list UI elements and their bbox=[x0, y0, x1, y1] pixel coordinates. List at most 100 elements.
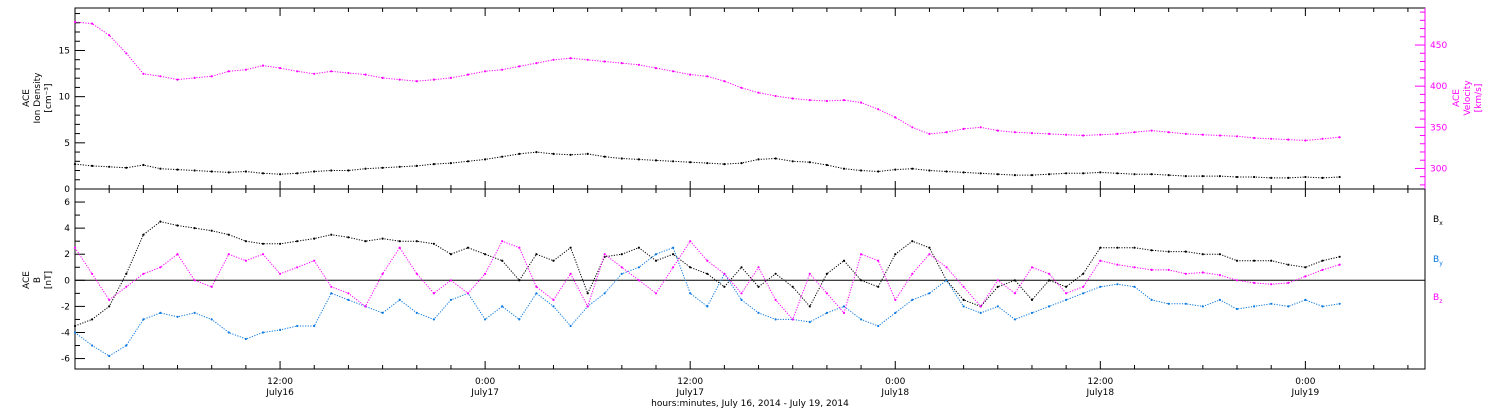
bx-point bbox=[825, 272, 829, 275]
velocity-point bbox=[1184, 132, 1187, 135]
velocity-point bbox=[210, 75, 213, 78]
bz-point bbox=[1304, 275, 1307, 278]
velocity-point bbox=[689, 73, 692, 76]
velocity-point bbox=[1030, 132, 1034, 135]
density-point bbox=[1235, 175, 1239, 179]
bz-series bbox=[73, 240, 1341, 321]
by-point bbox=[654, 253, 658, 256]
bz-point bbox=[911, 272, 914, 275]
bz-point bbox=[227, 253, 230, 256]
bx-point bbox=[381, 237, 384, 240]
by-point bbox=[1321, 305, 1324, 308]
velocity-axis-label-line3: [km/s] bbox=[1474, 84, 1484, 113]
x-tick-label-time: 0:00 bbox=[885, 377, 905, 387]
bx-point bbox=[142, 233, 145, 236]
velocity-point bbox=[125, 52, 128, 55]
bx-point bbox=[1048, 279, 1051, 282]
density-point bbox=[1167, 174, 1170, 177]
velocity-point bbox=[1116, 132, 1119, 135]
by-line bbox=[74, 247, 1340, 357]
bz-point bbox=[1167, 268, 1170, 271]
bfield-tick-label: -4 bbox=[61, 328, 70, 338]
density-point bbox=[825, 163, 829, 167]
density-point bbox=[620, 157, 623, 160]
density-point bbox=[449, 162, 452, 165]
bz-point bbox=[1082, 285, 1085, 288]
bx-series bbox=[73, 220, 1341, 328]
density-point bbox=[1133, 173, 1136, 176]
by-point bbox=[740, 298, 743, 301]
bx-point bbox=[1218, 253, 1221, 256]
bz-point bbox=[774, 298, 777, 301]
velocity-point bbox=[877, 108, 880, 111]
velocity-point bbox=[381, 76, 384, 79]
velocity-point bbox=[603, 60, 606, 63]
bz-point bbox=[1201, 271, 1204, 274]
density-point bbox=[73, 163, 77, 166]
density-point bbox=[296, 172, 299, 175]
density-point bbox=[1099, 171, 1102, 174]
density-point bbox=[1065, 172, 1068, 175]
by-point bbox=[996, 305, 999, 308]
bx-point bbox=[740, 266, 743, 269]
density-point bbox=[723, 163, 726, 166]
velocity-point bbox=[1099, 133, 1102, 136]
density-point bbox=[244, 170, 247, 173]
by-point bbox=[757, 311, 760, 314]
velocity-point bbox=[791, 97, 794, 100]
density-point bbox=[159, 167, 162, 170]
bz-point bbox=[1338, 263, 1341, 266]
bx-point bbox=[1253, 259, 1256, 262]
bx-point bbox=[210, 229, 213, 232]
velocity-point bbox=[415, 80, 418, 83]
velocity-point bbox=[842, 99, 846, 102]
bfield-axis-label-line3: [nT] bbox=[44, 271, 54, 289]
bz-point bbox=[91, 272, 94, 275]
bx-point bbox=[637, 246, 641, 249]
density-point bbox=[877, 170, 880, 173]
bx-point bbox=[1338, 255, 1341, 258]
by-point bbox=[1253, 305, 1256, 308]
velocity-point bbox=[484, 70, 487, 73]
velocity-axis-label-line2: Velocity bbox=[1463, 80, 1473, 116]
x-tick-label-time: 12:00 bbox=[267, 377, 293, 387]
by-point bbox=[1030, 311, 1034, 314]
bx-point bbox=[1270, 259, 1273, 262]
bfield-axis-label-line1: ACE bbox=[22, 271, 32, 289]
by-point bbox=[1082, 292, 1085, 295]
bz-point bbox=[108, 298, 111, 301]
velocity-point bbox=[808, 99, 811, 102]
velocity-point bbox=[996, 129, 999, 132]
x-tick-label-date: July17 bbox=[470, 388, 499, 398]
bz-point bbox=[466, 292, 470, 295]
by-point bbox=[313, 324, 316, 328]
by-point bbox=[159, 311, 162, 314]
bx-line bbox=[74, 221, 1340, 327]
velocity-point bbox=[1201, 133, 1204, 136]
density-point bbox=[1082, 172, 1085, 175]
bfield-axis-label-line2: B bbox=[33, 277, 43, 283]
bz-point bbox=[142, 272, 145, 275]
density-tick-label: 15 bbox=[59, 46, 70, 56]
bx-point bbox=[398, 240, 401, 243]
density-point bbox=[484, 158, 487, 161]
density-point bbox=[757, 158, 760, 161]
by-point bbox=[1218, 298, 1221, 301]
velocity-point bbox=[552, 58, 555, 61]
by-point bbox=[928, 292, 931, 295]
density-tick-label: 5 bbox=[64, 139, 70, 149]
density-axis-label-line2: Ion Density bbox=[33, 72, 43, 124]
by-point bbox=[279, 328, 282, 331]
density-point bbox=[381, 166, 384, 169]
by-point bbox=[877, 324, 880, 328]
bz-point bbox=[1116, 263, 1119, 266]
bz-point bbox=[962, 285, 965, 288]
bz-point bbox=[535, 285, 538, 288]
bz-point bbox=[159, 266, 162, 269]
bz-point bbox=[860, 253, 863, 256]
velocity-point bbox=[159, 75, 162, 78]
by-point bbox=[1150, 298, 1153, 301]
density-point bbox=[1321, 176, 1324, 179]
velocity-point bbox=[466, 73, 470, 76]
by-point bbox=[193, 311, 196, 314]
